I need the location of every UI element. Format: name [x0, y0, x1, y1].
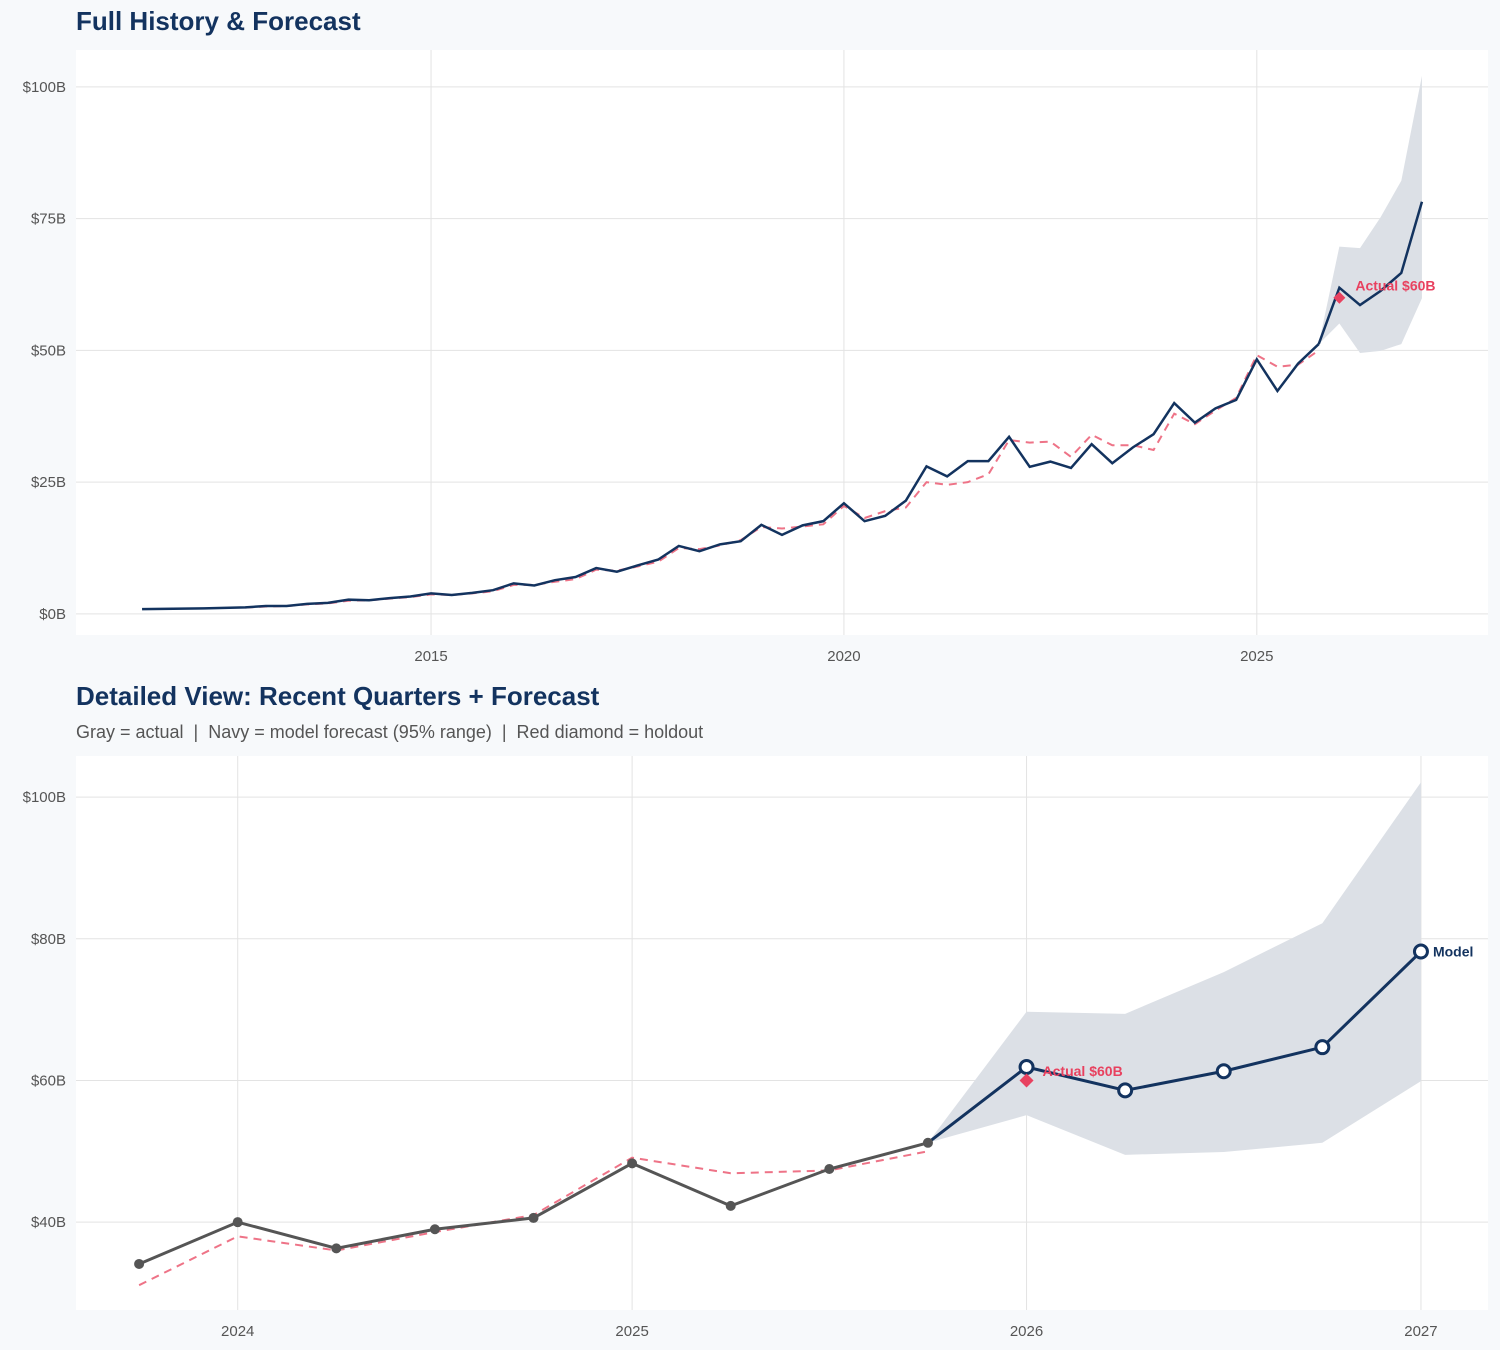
actual-line [142, 343, 1320, 611]
forecast-point [1117, 1082, 1134, 1099]
forecast-line [927, 950, 1422, 1144]
y-tick-label: $100B [23, 789, 66, 806]
y-tick-label: $80B [31, 931, 66, 948]
bottom-chart-title: Detailed View: Recent Quarters + Forecas… [76, 681, 600, 711]
holdout-label: Actual $60B [1043, 1063, 1123, 1079]
actual-point [331, 1243, 342, 1254]
forecast-confidence-band [1318, 75, 1422, 354]
y-tick-label: $25B [31, 474, 66, 491]
y-tick-label: $60B [31, 1072, 66, 1089]
forecast-end-label: Model [1433, 944, 1473, 960]
x-tick-label: 2026 [1010, 1323, 1043, 1340]
y-tick-label: $40B [31, 1214, 66, 1231]
y-tick-label: $0B [39, 606, 66, 623]
y-tick-label: $75B [31, 211, 66, 228]
plot-area [76, 50, 1488, 635]
x-tick-label: 2015 [414, 648, 447, 665]
y-tick-label: $100B [23, 79, 66, 96]
actual-point [725, 1200, 736, 1211]
forecast-point [1018, 1059, 1035, 1076]
actual-point [922, 1137, 933, 1148]
forecast-point [1412, 943, 1429, 960]
bottom-chart: $40B $60B $80B $100B 2024 2025 2026 2027 Model Ac… [23, 756, 1488, 1340]
top-chart-title: Full History & Forecast [76, 6, 361, 36]
forecast-point [1215, 1063, 1232, 1080]
forecast-confidence-band [927, 782, 1421, 1155]
fitted-line [245, 349, 1320, 609]
x-tick-label: 2027 [1404, 1323, 1437, 1340]
forecast-point [1314, 1039, 1331, 1056]
actual-point [232, 1217, 243, 1228]
actual-point [627, 1158, 638, 1169]
actual-point [134, 1258, 145, 1269]
top-chart: $0B $25B $50B $75B $100B 2015 2020 2025 Actual $… [23, 50, 1488, 665]
y-tick-label: $50B [31, 342, 66, 359]
x-tick-label: 2025 [615, 1323, 648, 1340]
holdout-diamond [1019, 1073, 1034, 1088]
x-tick-label: 2020 [827, 648, 860, 665]
holdout-label: Actual $60B [1355, 278, 1435, 294]
bottom-chart-subtitle: Gray = actual | Navy = model forecast (9… [76, 722, 704, 742]
actual-point [528, 1212, 539, 1223]
actual-point [824, 1164, 835, 1175]
actual-point [429, 1224, 440, 1235]
x-tick-label: 2024 [221, 1323, 254, 1340]
x-tick-label: 2025 [1240, 648, 1273, 665]
holdout-diamond [1333, 291, 1346, 304]
